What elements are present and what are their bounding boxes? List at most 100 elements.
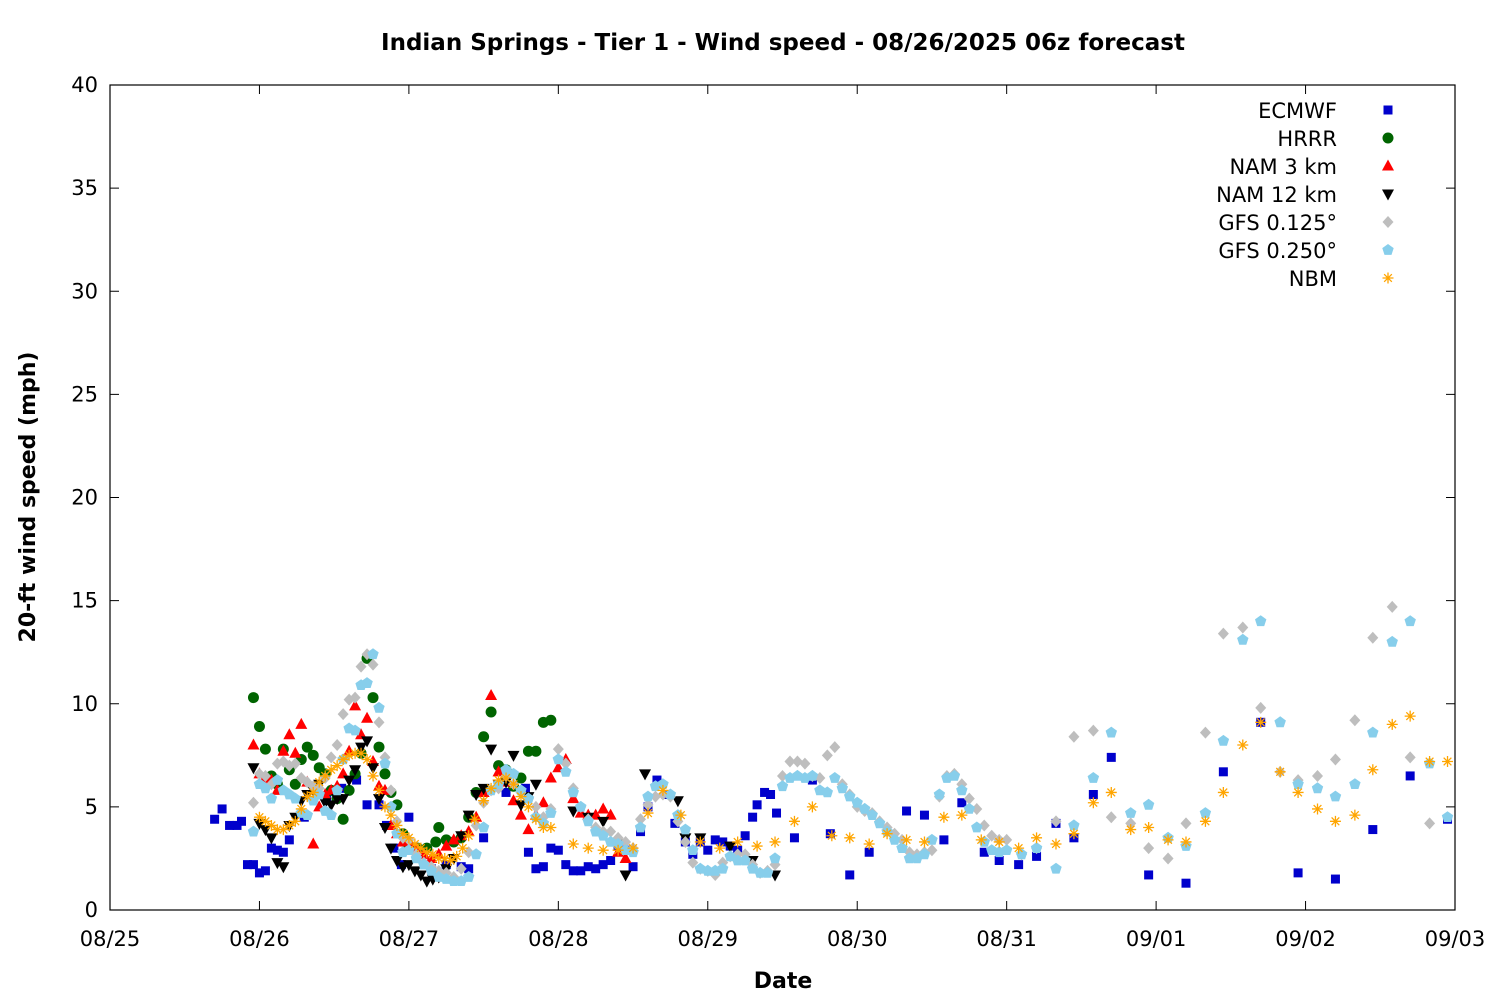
data-point: [851, 796, 863, 808]
data-point: [598, 860, 608, 870]
data-point: [408, 866, 421, 878]
data-point: [464, 864, 474, 874]
series-gfs-0-125: [247, 600, 1436, 883]
data-point: [522, 801, 534, 813]
data-point: [391, 819, 403, 831]
legend-marker: [1382, 159, 1394, 171]
data-point: [284, 835, 294, 845]
data-point: [1001, 844, 1013, 855]
data-point: [1404, 751, 1416, 764]
data-point: [652, 775, 662, 785]
data-point: [552, 743, 564, 756]
data-point: [1199, 815, 1211, 827]
data-point: [283, 728, 296, 740]
data-point: [561, 860, 571, 870]
data-point: [254, 868, 264, 878]
data-point: [1013, 842, 1025, 854]
data-point: [740, 831, 750, 841]
data-point: [806, 769, 819, 781]
data-point: [1237, 621, 1249, 634]
data-point: [1087, 772, 1100, 783]
data-point: [277, 862, 290, 874]
data-point: [575, 800, 587, 812]
data-point: [1087, 724, 1099, 737]
data-point: [597, 829, 609, 841]
data-point: [642, 790, 654, 802]
data-point: [507, 767, 520, 779]
data-point: [477, 783, 490, 795]
data-point: [361, 677, 373, 688]
data-point: [493, 774, 505, 786]
data-point: [1068, 819, 1080, 831]
data-point: [1050, 815, 1062, 828]
data-point: [919, 810, 929, 820]
data-point: [1312, 803, 1324, 815]
data-point: [606, 856, 616, 865]
data-point: [295, 717, 308, 729]
data-point: [462, 810, 475, 822]
data-point: [956, 809, 968, 821]
data-point: [367, 763, 380, 775]
data-point: [271, 824, 283, 836]
data-point: [649, 790, 661, 803]
data-point: [430, 836, 442, 848]
data-point: [1180, 817, 1192, 830]
y-tick-label: 35: [71, 176, 98, 200]
legend: ECMWF HRRR NAM 3 km NAM 12 km GFS 0.125° GFS …: [1216, 99, 1394, 291]
data-point: [769, 836, 781, 848]
data-point: [752, 800, 762, 810]
data-point: [259, 782, 272, 794]
data-point: [515, 784, 527, 796]
data-point: [975, 834, 987, 846]
data-point: [567, 792, 580, 804]
data-point: [404, 812, 414, 822]
x-tick-label: 09/01: [1126, 927, 1187, 951]
data-point: [403, 832, 415, 844]
data-point: [418, 858, 430, 870]
data-point: [265, 819, 277, 831]
data-point: [724, 841, 737, 853]
data-point: [567, 786, 579, 798]
data-point: [272, 845, 282, 855]
data-point: [501, 787, 511, 797]
data-point: [313, 788, 325, 800]
data-point: [379, 757, 391, 769]
data-point: [362, 800, 372, 810]
data-point: [754, 866, 766, 878]
data-point: [439, 852, 451, 864]
data-point: [1330, 874, 1340, 884]
data-point: [1032, 851, 1042, 861]
data-point: [361, 736, 374, 748]
data-point: [1217, 627, 1229, 640]
data-point: [355, 747, 367, 759]
series-nam-3-km: [247, 689, 632, 863]
data-point: [514, 808, 527, 820]
data-point: [597, 802, 610, 814]
data-point: [1329, 815, 1341, 827]
data-point: [265, 833, 278, 845]
data-point: [530, 745, 542, 757]
data-point: [1255, 716, 1267, 728]
data-point: [888, 833, 901, 845]
data-point: [301, 791, 313, 803]
data-point: [492, 765, 505, 777]
x-tick-label: 08/27: [379, 927, 440, 951]
data-point: [463, 871, 475, 882]
data-point: [642, 807, 654, 819]
data-point: [247, 692, 259, 704]
data-point: [634, 821, 647, 833]
data-point: [1292, 786, 1304, 798]
data-point: [1441, 811, 1454, 822]
y-tick-label: 20: [71, 486, 98, 510]
data-point: [717, 862, 729, 874]
data-point: [918, 848, 931, 860]
data-point: [635, 813, 647, 826]
data-point: [639, 769, 652, 781]
data-point: [545, 714, 557, 726]
data-point: [1143, 822, 1155, 833]
data-point: [1424, 817, 1436, 830]
data-point: [469, 813, 481, 825]
data-point: [1001, 833, 1013, 846]
data-point: [259, 815, 271, 827]
data-point: [319, 770, 331, 782]
